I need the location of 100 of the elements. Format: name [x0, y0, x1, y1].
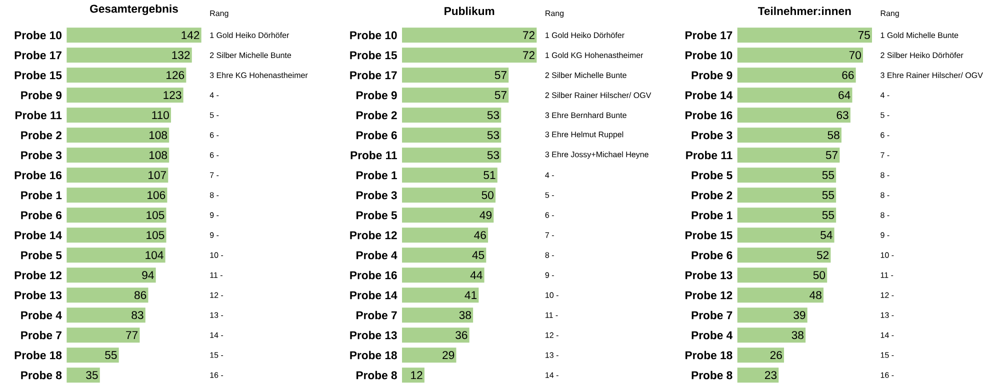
y-tick-label: Probe 3 [692, 130, 732, 140]
bar [737, 148, 840, 163]
bar [737, 128, 842, 143]
bar [737, 88, 852, 103]
bar [402, 108, 502, 123]
data-label: 55 [105, 351, 117, 359]
text: 9 - [880, 232, 890, 238]
data-label: 104 [146, 251, 164, 260]
data-label: 110 [152, 111, 169, 120]
y-tick-label: Probe 5 [356, 210, 397, 220]
y-tick-label: Probe 3 [356, 190, 397, 200]
y-tick-label: Probe 2 [692, 190, 732, 200]
bar [737, 268, 828, 283]
data-label: 45 [472, 251, 484, 259]
bar [66, 48, 192, 63]
bar [402, 88, 509, 103]
y-tick-label: Probe 14 [350, 290, 398, 300]
y-tick-label: Probe 13 [686, 270, 732, 280]
data-label: 49 [480, 211, 492, 220]
data-label: 53 [487, 151, 500, 160]
y-tick-label: Probe 17 [350, 70, 397, 80]
chart-title: Publikum [444, 6, 494, 16]
data-label: 94 [142, 271, 154, 280]
bar [402, 328, 470, 343]
data-label: 50 [813, 271, 826, 280]
y-tick-label: Probe 1 [356, 170, 397, 180]
y-tick-label: Probe 8 [692, 370, 732, 380]
text: 5 - [545, 192, 554, 198]
y-tick-label: Probe 4 [692, 330, 733, 340]
data-label: 63 [836, 111, 848, 120]
text: Rang [546, 10, 564, 18]
text: 12 - [210, 292, 224, 298]
bar [737, 308, 808, 323]
y-tick-label: Probe 18 [686, 350, 732, 360]
bar [737, 328, 806, 343]
y-tick-label: Probe 8 [21, 370, 62, 380]
y-tick-label: Probe 9 [356, 90, 397, 100]
bar [66, 108, 171, 123]
text: 8 - [880, 192, 890, 198]
y-tick-label: Probe 7 [692, 310, 732, 320]
y-tick-label: Probe 11 [350, 150, 397, 160]
y-tick-label: Probe 6 [692, 250, 732, 260]
data-label: 23 [764, 371, 777, 380]
text: 15 - [210, 352, 224, 358]
bar [66, 288, 148, 303]
y-tick-label: Probe 7 [356, 310, 397, 320]
y-tick-label: Probe 12 [350, 230, 397, 240]
data-label: 123 [164, 91, 182, 100]
bar [66, 128, 170, 143]
y-tick-label: Probe 10 [14, 30, 62, 40]
text: 8 - [545, 252, 554, 258]
data-label: 55 [822, 211, 834, 219]
y-tick-label: Probe 16 [350, 270, 397, 280]
text: 2 Silber Heiko Dörhöfer [880, 52, 964, 58]
data-label: 36 [456, 331, 468, 340]
data-label: 46 [474, 231, 486, 240]
data-label: 72 [523, 51, 534, 60]
bar [737, 68, 856, 83]
data-label: 55 [822, 191, 834, 199]
y-tick-label: Probe 14 [686, 90, 733, 100]
data-label: 70 [849, 51, 861, 60]
text: 1 Gold Michelle Bunte [880, 32, 958, 38]
bar [66, 308, 146, 323]
text: 7 - [545, 232, 554, 238]
text: 14 - [880, 332, 894, 338]
text: 13 - [546, 352, 558, 358]
data-label: 53 [487, 111, 500, 120]
bar [66, 88, 184, 103]
bar [66, 148, 170, 163]
data-label: 126 [166, 71, 184, 80]
text: 11 - [880, 272, 894, 278]
bar [737, 228, 834, 243]
bar [402, 148, 502, 163]
text: 7 - [880, 152, 890, 158]
y-tick-label: Probe 11 [686, 150, 732, 160]
y-tick-label: Probe 12 [14, 270, 62, 280]
text: 4 - [210, 92, 219, 98]
y-tick-label: Probe 4 [356, 250, 398, 260]
bar [66, 188, 168, 203]
text: 9 - [210, 212, 219, 218]
bar [66, 168, 168, 183]
bar [737, 28, 872, 43]
y-tick-label: Probe 1 [692, 210, 732, 220]
data-label: 64 [838, 91, 850, 100]
text: 12 - [546, 332, 558, 338]
data-label: 108 [149, 151, 168, 160]
data-label: 53 [487, 131, 500, 140]
text: 10 - [880, 252, 894, 258]
text: 1 Gold Heiko Dörhöfer [210, 32, 290, 38]
y-tick-label: Probe 10 [686, 50, 732, 60]
bar [66, 368, 100, 383]
text: 6 - [210, 152, 219, 158]
y-tick-label: Probe 16 [14, 170, 62, 180]
text: 5 - [880, 112, 890, 118]
text: 7 - [210, 172, 219, 178]
data-label: 55 [822, 171, 834, 179]
text: 6 - [210, 132, 219, 138]
y-tick-label: Probe 11 [15, 110, 62, 120]
y-tick-label: Probe 14 [14, 230, 62, 240]
y-tick-label: Probe 15 [686, 230, 732, 240]
